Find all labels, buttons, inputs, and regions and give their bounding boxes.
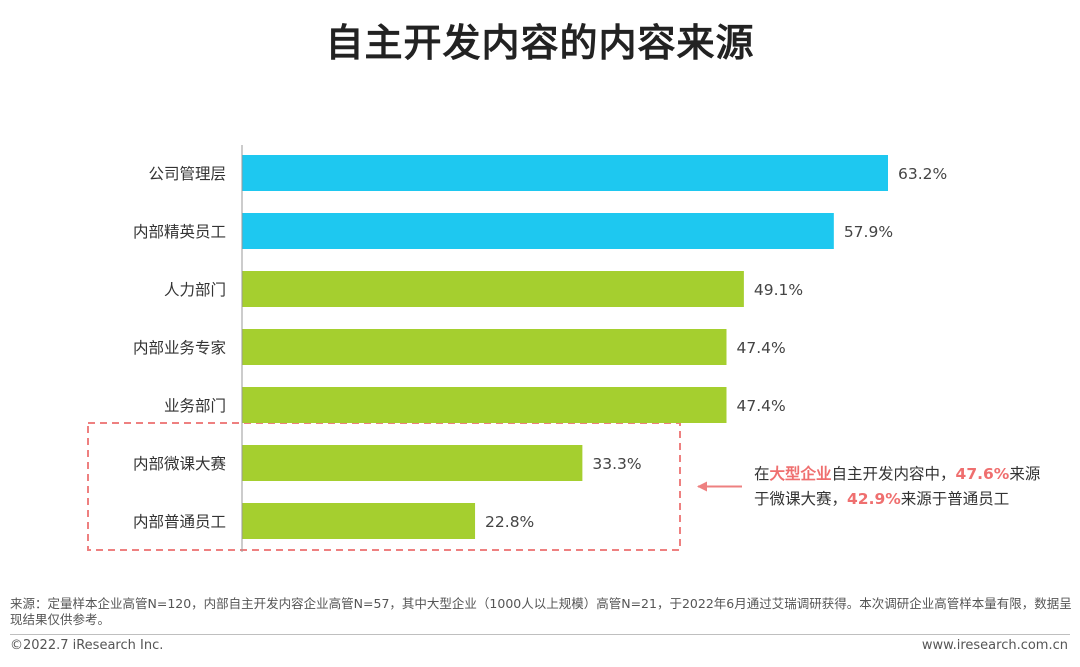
bar: [242, 329, 727, 365]
value-label: 57.9%: [844, 223, 893, 241]
bar: [242, 271, 744, 307]
category-label: 内部微课大赛: [133, 454, 226, 473]
category-label: 内部业务专家: [133, 339, 226, 357]
category-label: 内部普通员工: [133, 513, 226, 531]
callout-arrow-head: [697, 481, 707, 492]
bar: [242, 445, 583, 481]
category-label: 人力部门: [164, 281, 226, 299]
callout-prefix: 在: [754, 465, 770, 483]
bar: [242, 155, 888, 191]
bar: [242, 503, 476, 539]
callout-highlight-percent-1: 47.6%: [955, 465, 1010, 483]
callout-highlight-percent-2: 42.9%: [847, 490, 901, 508]
value-label: 47.4%: [737, 339, 786, 357]
bar: [242, 213, 834, 249]
value-label: 63.2%: [898, 165, 947, 183]
highlight-box: [87, 422, 681, 551]
footer-divider: [10, 634, 1070, 635]
page-title: 自主开发内容的内容来源: [325, 21, 755, 65]
value-label: 22.8%: [485, 513, 534, 531]
callout-highlight-large-enterprise: 大型企业: [769, 465, 832, 483]
source-footnote: 来源：定量样本企业高管N=120，内部自主开发内容企业高管N=57，其中大型企业…: [10, 596, 1072, 627]
category-label: 内部精英员工: [133, 223, 226, 241]
value-label: 33.3%: [592, 455, 641, 473]
bar: [242, 387, 727, 423]
category-label: 业务部门: [164, 397, 226, 415]
value-label: 47.4%: [737, 397, 786, 415]
category-label: 公司管理层: [148, 165, 226, 183]
callout-part-4: 来源于普通员工: [900, 490, 1010, 508]
copyright-text: ©2022.7 iResearch Inc.: [10, 638, 164, 653]
callout-part-2: 自主开发内容中，: [831, 465, 956, 483]
callout-text: 在大型企业自主开发内容中，47.6%来源于微课大赛，42.9%来源于普通员工: [754, 462, 1054, 512]
bar-chart: 公司管理层 63.2% 内部精英员工 57.9% 人力部门 49.1% 内部业务专家 47.4…: [87, 145, 947, 552]
value-label: 49.1%: [754, 281, 803, 299]
website-link[interactable]: www.iresearch.com.cn: [921, 638, 1068, 653]
callout-part-3: 来源于微课大赛，: [754, 465, 1041, 508]
